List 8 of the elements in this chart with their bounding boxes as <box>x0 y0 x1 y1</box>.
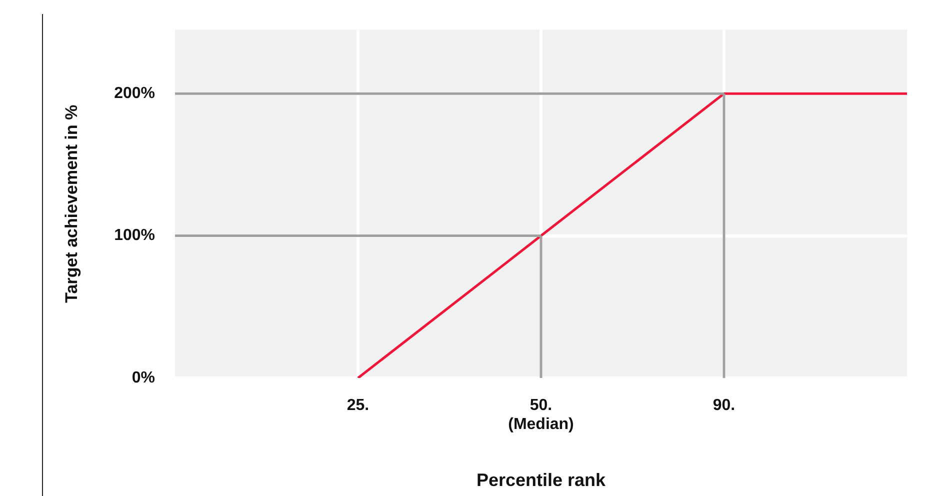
x-tick-label: 50. (Median) <box>508 397 574 434</box>
x-axis-title: Percentile rank <box>476 470 607 490</box>
x-tick-label: 90. <box>712 397 736 414</box>
y-axis-title: Target achievement in % <box>62 104 81 303</box>
y-tick-label: 200% <box>114 85 155 102</box>
y-tick-label: 0% <box>132 369 155 386</box>
y-tick-label: 100% <box>114 227 155 244</box>
x-tick-label: 25. <box>346 397 370 414</box>
